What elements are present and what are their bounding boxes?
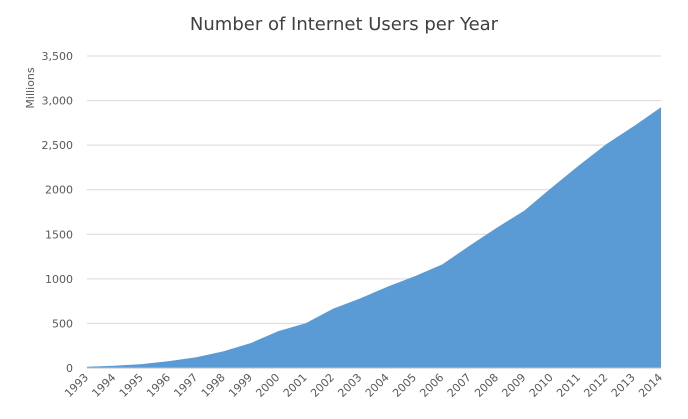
x-tick-label: 2002 <box>308 371 337 400</box>
x-tick-label: 2013 <box>609 371 638 400</box>
y-tick-label: 2000 <box>45 184 73 197</box>
y-tick-label: 0 <box>66 362 73 375</box>
x-tick-label: 2011 <box>554 371 583 400</box>
x-tick-label: 2008 <box>472 371 501 400</box>
y-axis-label: Millions <box>24 67 37 108</box>
x-tick-label: 2006 <box>417 371 446 400</box>
x-tick-label: 2000 <box>253 371 282 400</box>
y-tick-label: 2,500 <box>42 139 74 152</box>
x-tick-label: 1996 <box>144 371 173 400</box>
x-tick-label: 1994 <box>89 371 118 400</box>
area <box>87 107 661 368</box>
x-tick-label: 2001 <box>281 371 310 400</box>
y-tick-label: 500 <box>52 317 73 330</box>
x-tick-label: 2005 <box>390 371 419 400</box>
x-tick-label: 1995 <box>117 371 146 400</box>
y-tick-label: 3,500 <box>42 50 74 63</box>
x-tick-label: 2010 <box>527 371 556 400</box>
x-tick-label: 2009 <box>499 371 528 400</box>
y-tick-label: 1500 <box>45 228 73 241</box>
x-tick-label: 2007 <box>445 371 474 400</box>
x-tick-label: 1998 <box>199 371 228 400</box>
x-tick-label: 2014 <box>636 371 665 400</box>
chart-title: Number of Internet Users per Year <box>190 14 499 35</box>
x-tick-label: 2012 <box>581 371 610 400</box>
x-tick-label: 2004 <box>363 371 392 400</box>
x-tick-label: 2003 <box>335 371 364 400</box>
y-tick-label: 1000 <box>45 273 73 286</box>
x-tick-label: 1997 <box>171 371 200 400</box>
y-tick-label: 3,000 <box>42 95 74 108</box>
x-tick-label: 1993 <box>62 371 91 400</box>
x-tick-label: 1999 <box>226 371 255 400</box>
